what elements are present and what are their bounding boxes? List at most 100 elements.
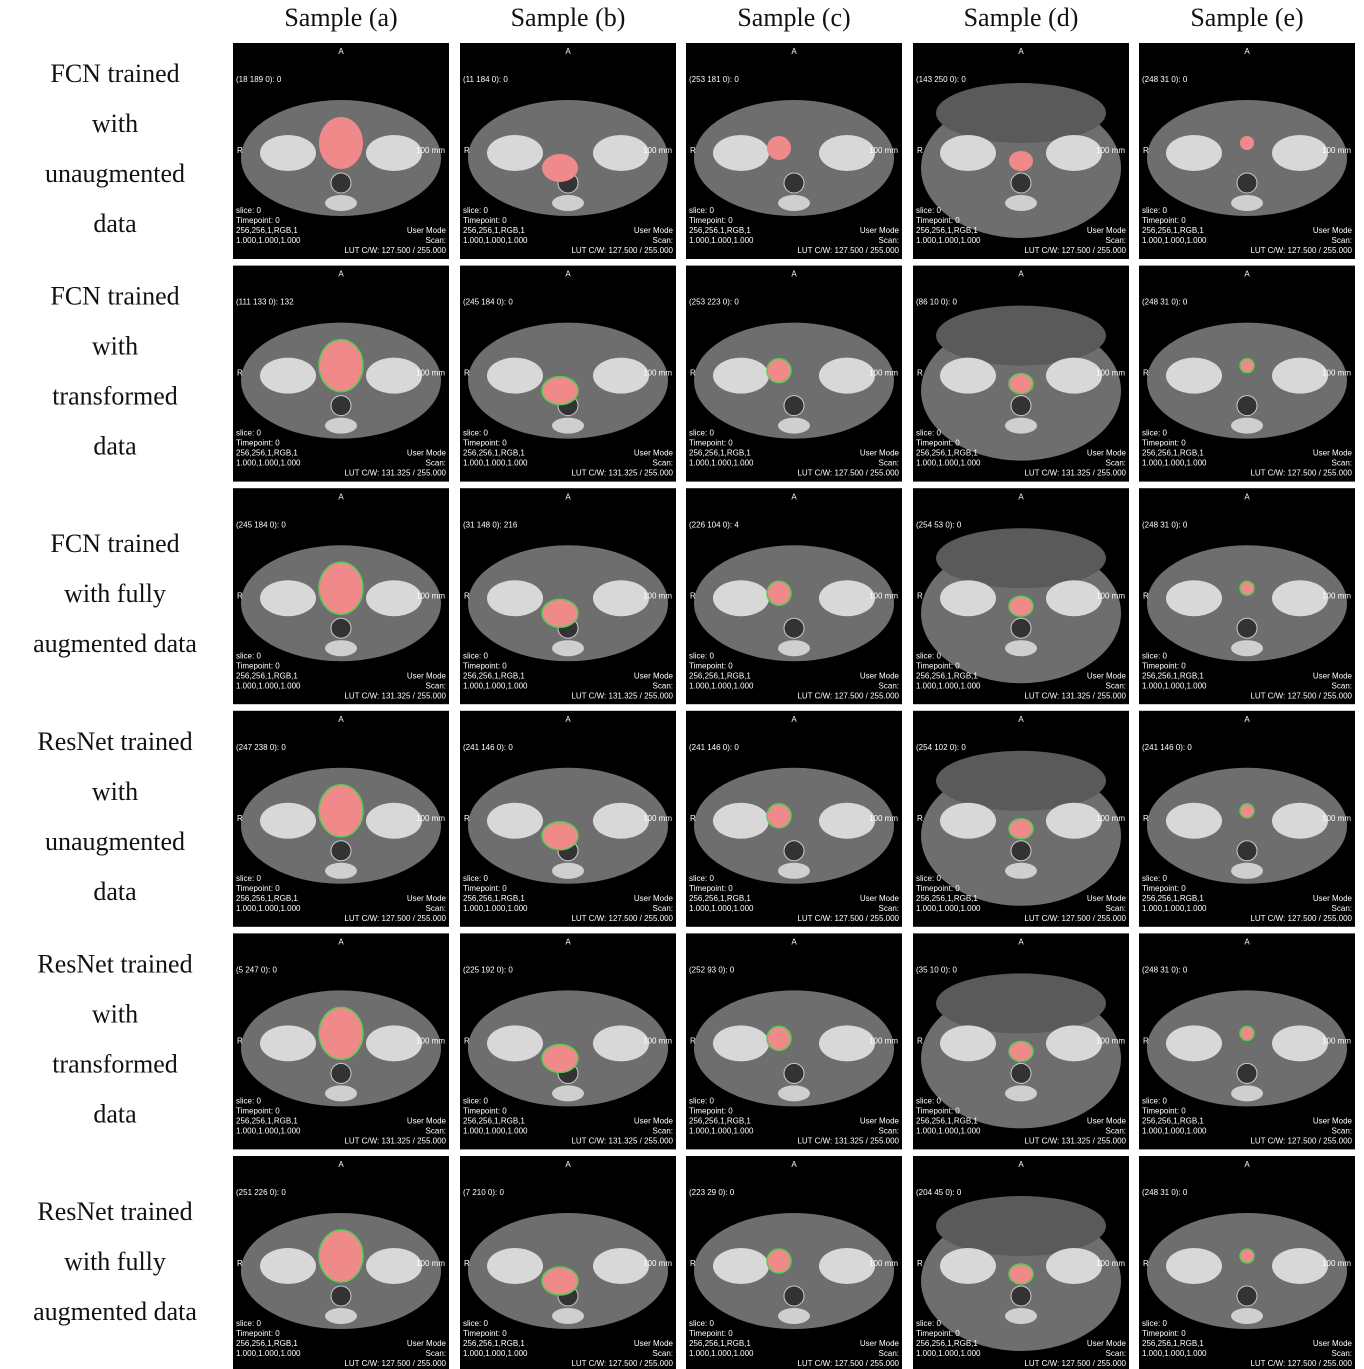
overlay-text: R <box>1143 1259 1149 1268</box>
overlay-text: Scan: <box>1106 1127 1126 1136</box>
bone <box>325 1085 357 1101</box>
overlay-text: LUT C/W: 131.325 / 255.000 <box>1024 691 1126 700</box>
overlay-text: (254 53 0): 0 <box>916 520 962 529</box>
overlay-text: Scan: <box>1106 1349 1126 1358</box>
bone <box>713 1025 769 1061</box>
overlay-text: R <box>1143 591 1149 600</box>
bone <box>1046 358 1102 394</box>
ct-image: A(226 104 0): 4R100 mmslice: 0Timepoint:… <box>686 488 902 704</box>
bone <box>778 1308 810 1324</box>
ct-image: A(253 223 0): 0R100 mmslice: 0Timepoint:… <box>686 266 902 482</box>
ct-image: A(111 133 0): 132R100 mmslice: 0Timepoin… <box>233 266 449 482</box>
overlay-text: LUT C/W: 127.500 / 255.000 <box>1024 246 1126 255</box>
overlay-text: slice: 0 <box>1142 1319 1167 1328</box>
overlay-text: 1.000,1.000,1.000 <box>463 236 528 245</box>
overlay-text: (143 250 0): 0 <box>916 75 966 84</box>
overlay-text: LUT C/W: 127.500 / 255.000 <box>1024 1359 1126 1368</box>
overlay-text: Scan: <box>879 459 899 468</box>
overlay-text: User Mode <box>634 1339 674 1348</box>
overlay-text: 100 mm <box>1096 1259 1125 1268</box>
rectum <box>784 1063 804 1083</box>
row-label: transformed <box>52 382 178 411</box>
overlay-text: A <box>1244 938 1250 947</box>
row-label: FCN trained <box>50 282 179 311</box>
overlay-text: (223 29 0): 0 <box>689 1188 735 1197</box>
bone <box>1166 1025 1222 1061</box>
overlay-text: Scan: <box>1332 1349 1352 1358</box>
overlay-text: 1.000,1.000,1.000 <box>689 236 754 245</box>
bone <box>713 358 769 394</box>
overlay-text: R <box>464 1259 470 1268</box>
segmentation <box>767 581 791 605</box>
overlay-text: R <box>917 146 923 155</box>
overlay-text: Scan: <box>426 1127 446 1136</box>
overlay-text: LUT C/W: 127.500 / 255.000 <box>1250 469 1352 478</box>
bone <box>1166 580 1222 616</box>
ct-image: A(248 31 0): 0R100 mmslice: 0Timepoint: … <box>1139 43 1355 259</box>
row-label: data <box>93 209 137 238</box>
overlay-text: User Mode <box>1087 1339 1127 1348</box>
overlay-text: LUT C/W: 127.500 / 255.000 <box>344 1359 446 1368</box>
bone <box>940 580 996 616</box>
bone <box>1005 1308 1037 1324</box>
overlay-text: (111 133 0): 132 <box>236 298 294 307</box>
overlay-text: A <box>791 492 797 501</box>
overlay-text: 256,256,1,RGB,1 <box>1142 449 1204 458</box>
overlay-text: 100 mm <box>643 146 672 155</box>
overlay-text: 100 mm <box>1096 369 1125 378</box>
overlay-text: 256,256,1,RGB,1 <box>1142 1339 1204 1348</box>
overlay-text: (251 226 0): 0 <box>236 1188 286 1197</box>
bone <box>713 803 769 839</box>
overlay-text: 256,256,1,RGB,1 <box>689 1117 751 1126</box>
overlay-text: slice: 0 <box>689 429 714 438</box>
overlay-text: Timepoint: 0 <box>689 439 733 448</box>
overlay-text: 100 mm <box>1322 369 1351 378</box>
bone <box>325 195 357 211</box>
overlay-text: LUT C/W: 127.500 / 255.000 <box>797 691 899 700</box>
abdomen <box>936 306 1106 366</box>
rectum <box>1237 841 1257 861</box>
bone <box>1272 135 1328 171</box>
overlay-text: (226 104 0): 4 <box>689 520 739 529</box>
overlay-text: A <box>791 47 797 56</box>
overlay-text: 1.000,1.000,1.000 <box>1142 236 1207 245</box>
overlay-text: 1.000,1.000,1.000 <box>236 1349 301 1358</box>
overlay-text: LUT C/W: 131.325 / 255.000 <box>571 469 673 478</box>
overlay-text: Timepoint: 0 <box>236 661 280 670</box>
bone <box>940 1248 996 1284</box>
ct-image: A(254 102 0): 0R100 mmslice: 0Timepoint:… <box>913 711 1129 927</box>
overlay-text: 100 mm <box>869 1259 898 1268</box>
bone <box>366 1248 422 1284</box>
overlay-text: 256,256,1,RGB,1 <box>236 894 298 903</box>
overlay-text: 256,256,1,RGB,1 <box>916 894 978 903</box>
overlay-text: 256,256,1,RGB,1 <box>1142 1117 1204 1126</box>
overlay-text: 256,256,1,RGB,1 <box>236 1339 298 1348</box>
ct-image: A(245 184 0): 0R100 mmslice: 0Timepoint:… <box>233 488 449 704</box>
overlay-text: User Mode <box>860 1117 900 1126</box>
overlay-text: 256,256,1,RGB,1 <box>689 226 751 235</box>
overlay-text: Scan: <box>653 904 673 913</box>
overlay-text: Timepoint: 0 <box>236 884 280 893</box>
overlay-text: 256,256,1,RGB,1 <box>916 226 978 235</box>
overlay-text: 1.000,1.000,1.000 <box>916 1349 981 1358</box>
overlay-text: 256,256,1,RGB,1 <box>236 449 298 458</box>
bone <box>1046 1025 1102 1061</box>
bone <box>593 1025 649 1061</box>
overlay-text: 100 mm <box>416 369 445 378</box>
overlay-text: R <box>1143 369 1149 378</box>
overlay-text: 256,256,1,RGB,1 <box>916 1339 978 1348</box>
overlay-text: Scan: <box>1106 236 1126 245</box>
overlay-text: R <box>690 1037 696 1046</box>
ct-image: A(241 146 0): 0R100 mmslice: 0Timepoint:… <box>1139 711 1355 927</box>
row-label: with fully <box>64 1247 166 1276</box>
overlay-text: A <box>791 270 797 279</box>
overlay-text: User Mode <box>407 1117 447 1126</box>
overlay-text: User Mode <box>1313 449 1353 458</box>
bone <box>940 358 996 394</box>
segmentation <box>319 1230 363 1282</box>
overlay-text: (245 184 0): 0 <box>236 520 286 529</box>
bone <box>552 418 584 434</box>
rectum <box>331 1063 351 1083</box>
segmentation <box>319 562 363 614</box>
overlay-text: R <box>690 1259 696 1268</box>
